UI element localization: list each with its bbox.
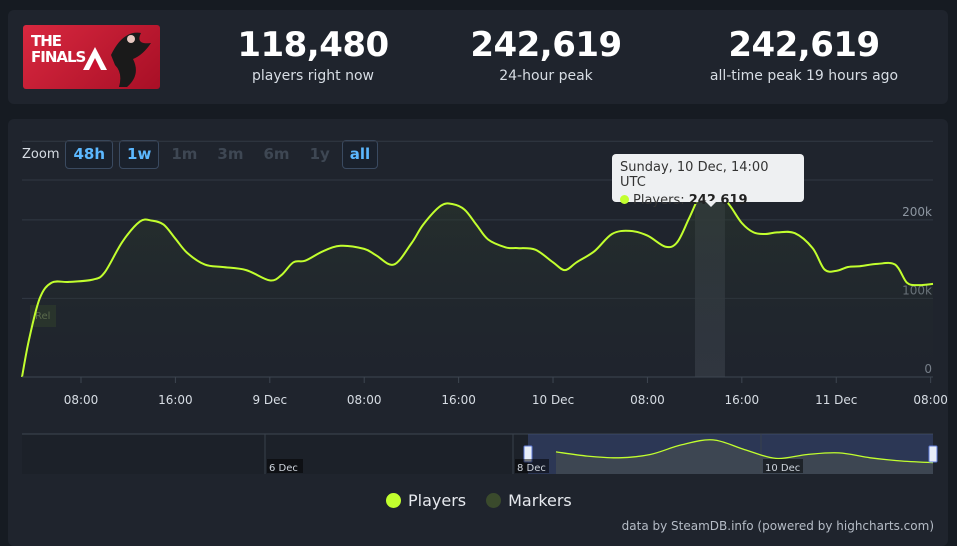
x-tick-label: 08:00 [64,393,99,407]
x-tick-label: 16:00 [441,393,476,407]
stat-24h-peak-value: 242,619 [470,25,622,65]
stat-alltime-peak-label: all-time peak 19 hours ago [709,68,899,84]
legend-item-players[interactable]: Players [386,491,466,510]
tooltip-series-row: Players: 242 619 [620,193,796,208]
logo-figure-head [127,35,135,43]
stat-24h-peak-label: 24-hour peak [499,68,593,84]
tooltip-series-label: Players: [633,193,689,208]
zoom-1m-button[interactable]: 1m [171,145,198,163]
zoom-48h-button[interactable]: 48h [65,139,114,169]
x-tick-label: 16:00 [158,393,193,407]
navigator-series-area [556,439,933,474]
x-tick-label: 11 Dec [815,393,857,407]
legend-markers-dot [486,493,502,508]
tooltip-title: Sunday, 10 Dec, 14:00 UTC [620,160,769,190]
navigator-label-bg-1 [267,459,303,473]
logo-text: THE FINALS [31,32,86,66]
zoom-1w-button[interactable]: 1w [119,139,160,169]
stat-current: 118,480 players right now [183,10,443,84]
logo-figure [111,32,151,87]
chart-panel: Zoom 48h 1w 1m 3m 6m 1y all 0100k200k Re… [8,119,948,546]
chart-legend: Players Markers [386,491,592,510]
navigator-label-3: 10 Dec [765,463,800,474]
zoom-all-button[interactable]: all [341,139,379,169]
marker-label: Rel [35,311,50,322]
logo-art [83,32,151,87]
zoom-6m-button[interactable]: 6m [263,145,290,163]
x-tick-label: 08:00 [347,393,382,407]
legend-players-dot [386,493,401,508]
logo-mark-inner [89,58,101,70]
zoom-3m-button[interactable]: 3m [217,145,244,163]
legend-item-markers[interactable]: Markers [486,491,572,510]
navigator-series-line [555,439,934,464]
game-logo[interactable]: THE FINALS [23,25,160,89]
navigator-label-2: 8 Dec [517,463,546,474]
stat-24h-peak: 242,619 24-hour peak [416,10,676,84]
credits-link[interactable]: data by SteamDB.info (powered by highcha… [621,519,934,533]
navigator-label-bg-3 [763,459,803,473]
players-line[interactable] [21,185,934,378]
zoom-label: Zoom [22,146,60,162]
x-tick-label: 10 Dec [532,393,574,407]
y-tick-label: 200k [902,205,932,219]
stats-panel: THE FINALS 118,480 players right now 242… [8,10,948,104]
navigator-right-handle[interactable] [928,445,938,463]
tooltip-value: 242 619 [688,193,748,208]
tooltip-series-dot [620,195,629,204]
chart-tooltip: Sunday, 10 Dec, 14:00 UTC Players: 242 6… [612,154,804,208]
stat-current-label: players right now [252,68,374,84]
navigator-label-1: 6 Dec [269,463,298,474]
zoom-1y-button[interactable]: 1y [309,145,330,163]
zoom-controls: Zoom 48h 1w 1m 3m 6m 1y all [22,139,379,169]
stat-alltime-peak-value: 242,619 [728,25,880,65]
stat-current-value: 118,480 [237,25,389,65]
tooltip-arrow [705,201,717,207]
x-tick-label: 08:00 [913,393,948,407]
x-tick-label: 9 Dec [252,393,287,407]
navigator[interactable]: 6 Dec 8 Dec 10 Dec [22,433,938,474]
navigator-label-bg-2 [515,459,549,473]
players-area [22,186,933,377]
stat-alltime-peak: 242,619 all-time peak 19 hours ago [674,10,934,84]
legend-players-label: Players [408,491,467,510]
x-tick-label: 08:00 [630,393,665,407]
legend-markers-label: Markers [508,491,572,510]
x-axis-labels: 08:00 16:00 9 Dec 08:00 16:00 10 Dec 08:00 16:0… [64,377,948,407]
x-tick-label: 16:00 [725,393,760,407]
